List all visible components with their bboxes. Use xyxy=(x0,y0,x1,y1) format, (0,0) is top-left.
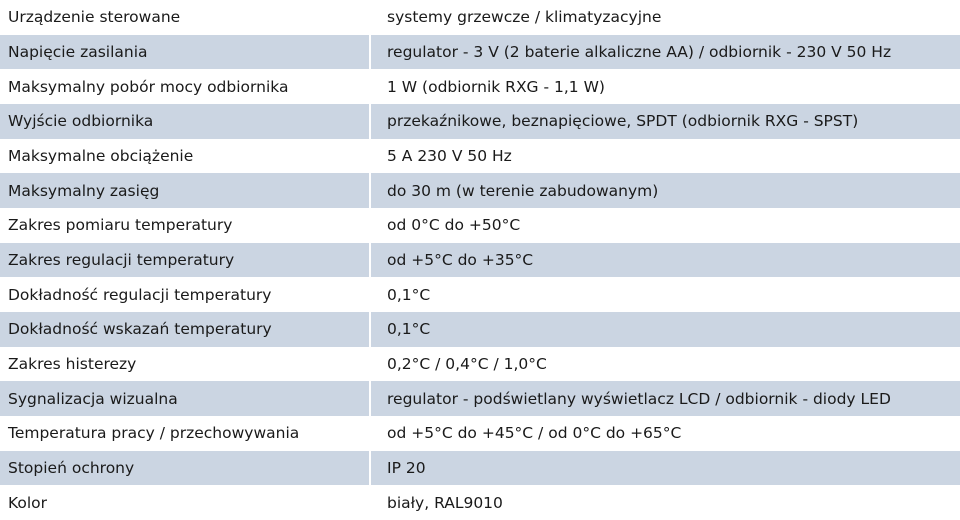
spec-row: Napięcie zasilania regulator - 3 V (2 bat… xyxy=(0,34,960,70)
spec-row: Dokładność wskazań temperatury 0,1°C xyxy=(0,311,960,347)
spec-row: Maksymalny pobór mocy odbiornika 1 W (odb… xyxy=(0,69,960,104)
spec-row: Maksymalne obciążenie 5 A 230 V 50 Hz xyxy=(0,138,960,174)
spec-row: Temperatura pracy / przechowywania od +5°… xyxy=(0,415,960,451)
spec-row: Wyjście odbiornika przekaźnikowe, beznapi… xyxy=(0,103,960,139)
spec-value: przekaźnikowe, beznapięciowe, SPDT (odbi… xyxy=(369,103,960,139)
spec-value: biały, RAL9010 xyxy=(369,485,960,520)
spec-value: do 30 m (w terenie zabudowanym) xyxy=(369,173,960,208)
spec-row: Zakres pomiaru temperatury od 0°C do +50°… xyxy=(0,207,960,243)
spec-label: Maksymalny pobór mocy odbiornika xyxy=(8,77,289,96)
spec-label: Wyjście odbiornika xyxy=(0,103,370,139)
spec-value: regulator - podświetlany wyświetlacz LCD… xyxy=(369,381,960,416)
spec-value: 0,2°C / 0,4°C / 1,0°C xyxy=(369,346,960,382)
spec-value: od +5°C do +45°C / od 0°C do +65°C xyxy=(369,415,960,451)
spec-label: Kolor xyxy=(8,493,48,512)
spec-label: Zakres pomiaru temperatury xyxy=(8,216,233,235)
spec-label: Temperatura pracy / przechowywania xyxy=(8,424,300,443)
spec-label: Sygnalizacja wizualna xyxy=(0,381,370,416)
spec-row: Zakres histerezy 0,2°C / 0,4°C / 1,0°C xyxy=(0,346,960,382)
spec-row: Kolor biały, RAL9010 xyxy=(0,485,960,520)
spec-row: Zakres regulacji temperatury od +5°C do +… xyxy=(0,242,960,278)
spec-label: Maksymalny zasięg xyxy=(0,173,370,208)
spec-value: systemy grzewcze / klimatyzacyjne xyxy=(369,0,960,35)
spec-label: Dokładność regulacji temperatury xyxy=(8,285,272,304)
spec-label: Napięcie zasilania xyxy=(0,34,370,70)
spec-value: 5 A 230 V 50 Hz xyxy=(369,138,960,174)
spec-row: Maksymalny zasięg do 30 m (w terenie zabu… xyxy=(0,173,960,208)
spec-value: 0,1°C xyxy=(369,277,960,312)
spec-value: 1 W (odbiornik RXG - 1,1 W) xyxy=(369,69,960,104)
spec-label: Zakres histerezy xyxy=(8,354,137,373)
spec-row: Urządzenie sterowane systemy grzewcze / k… xyxy=(0,0,960,35)
spec-value: IP 20 xyxy=(369,450,960,486)
spec-row: Dokładność regulacji temperatury 0,1°C xyxy=(0,277,960,312)
spec-label: Stopień ochrony xyxy=(0,450,370,486)
spec-value: 0,1°C xyxy=(369,311,960,347)
spec-label: Maksymalne obciążenie xyxy=(8,146,194,165)
spec-label: Dokładność wskazań temperatury xyxy=(0,311,370,347)
spec-label: Urządzenie sterowane xyxy=(8,8,181,27)
spec-value: od 0°C do +50°C xyxy=(369,207,960,243)
spec-value: regulator - 3 V (2 baterie alkaliczne AA… xyxy=(369,34,960,70)
spec-label: Zakres regulacji temperatury xyxy=(0,242,370,278)
spec-row: Sygnalizacja wizualna regulator - podświe… xyxy=(0,381,960,416)
spec-value: od +5°C do +35°C xyxy=(369,242,960,278)
spec-row: Stopień ochrony IP 20 xyxy=(0,450,960,486)
